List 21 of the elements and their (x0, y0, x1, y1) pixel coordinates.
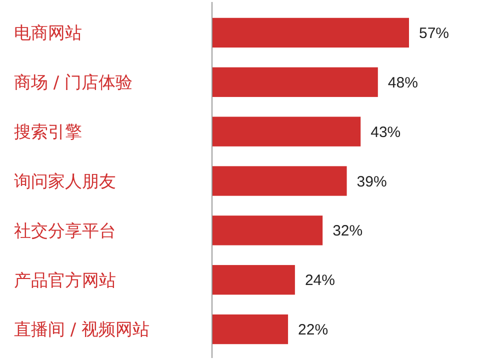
bar (212, 67, 378, 97)
y-tick-label: 直播间 / 视频网站 (14, 320, 150, 340)
y-tick-label: 搜索引擎 (14, 122, 82, 143)
bar (212, 216, 323, 246)
bar (212, 18, 409, 48)
data-label: 32% (332, 222, 363, 240)
y-tick-label: 社交分享平台 (14, 221, 116, 242)
bar (212, 116, 361, 146)
y-tick-label: 商场 / 门店体验 (14, 73, 133, 94)
data-label: 24% (304, 272, 335, 290)
data-label: 48% (388, 74, 418, 92)
bar (212, 265, 295, 295)
bar (212, 166, 347, 196)
y-tick-label: 电商网站 (14, 24, 82, 44)
bar (212, 314, 288, 344)
data-label: 57% (419, 24, 450, 42)
data-label: 43% (370, 124, 401, 141)
y-tick-label: 产品官方网站 (14, 270, 116, 291)
data-label: 22% (298, 322, 328, 339)
data-label: 39% (356, 173, 387, 190)
y-tick-label: 询问家人朋友 (14, 172, 116, 192)
